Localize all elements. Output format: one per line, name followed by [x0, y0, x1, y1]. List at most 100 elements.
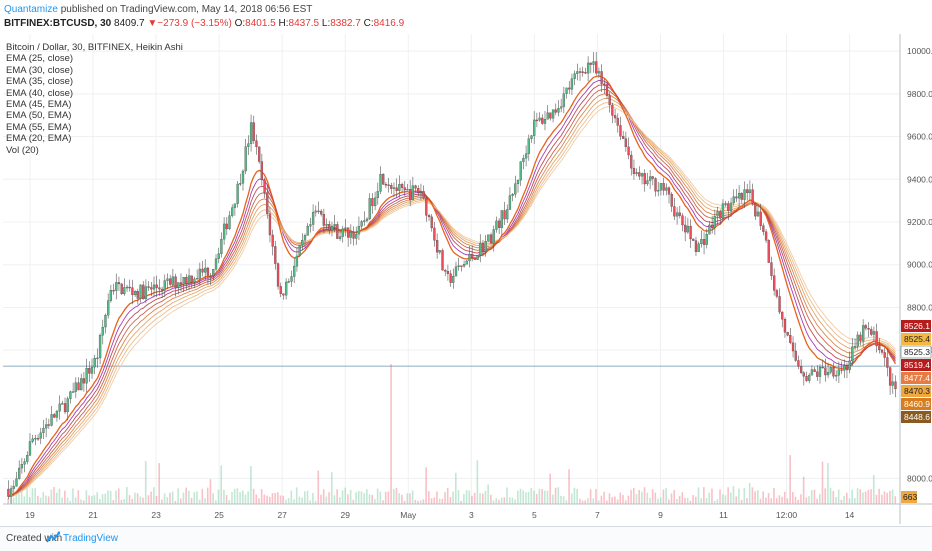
volume-bar	[144, 460, 147, 504]
legend-item-ema-20[interactable]: EMA (20, EMA)	[6, 133, 72, 145]
volume-bar	[325, 496, 328, 504]
volume-bar	[835, 496, 837, 504]
volume-bar	[244, 494, 247, 504]
volume-bar	[856, 488, 859, 504]
legend-item-ema-35[interactable]: EMA (35, close)	[6, 76, 74, 88]
volume-bar	[252, 488, 255, 504]
legend-item-ema-25[interactable]: EMA (25, close)	[6, 53, 74, 65]
volume-bar	[560, 495, 562, 504]
volume-bar	[93, 495, 96, 504]
volume-bar	[837, 489, 840, 504]
candle-body	[506, 209, 509, 220]
candle-body	[770, 262, 773, 276]
candle-body	[468, 253, 471, 262]
candle-body	[853, 346, 857, 348]
volume-bar	[236, 488, 239, 504]
candle-body	[98, 335, 102, 359]
legend-item-ema-50[interactable]: EMA (50, EMA)	[6, 110, 72, 122]
volume-bar	[109, 490, 112, 504]
symbol-label[interactable]: BITFINEX:BTCUSD, 30	[4, 18, 112, 29]
volume-bar	[454, 472, 457, 504]
volume-bar	[832, 490, 835, 504]
volume-bar	[131, 498, 134, 504]
candle-body	[330, 225, 334, 231]
volume-bar	[403, 500, 406, 504]
candle-body	[462, 264, 466, 267]
legend-item-main[interactable]: Bitcoin / Dollar, 30, BITFINEX, Heikin A…	[6, 42, 183, 53]
candle-body	[632, 167, 636, 174]
legend-item-ema-30[interactable]: EMA (30, close)	[6, 64, 74, 76]
candle-body	[837, 369, 841, 376]
candle-body	[85, 368, 88, 384]
volume-bar	[484, 490, 487, 504]
candle-body	[314, 210, 317, 213]
ema-line	[8, 93, 896, 497]
volume-bar	[336, 489, 338, 504]
candle-body	[109, 289, 113, 301]
candle-body	[519, 161, 522, 181]
volume-bar	[883, 491, 886, 504]
candle-body	[541, 117, 544, 124]
volume-bar	[7, 498, 10, 504]
candle-body	[117, 282, 121, 285]
legend-item-ema-40[interactable]: EMA (40, close)	[6, 87, 74, 99]
price-chart[interactable]: 10000.0 9800.0 9600.0 9400.0 9200.0 9000.0 880…	[0, 32, 932, 526]
volume-bar	[42, 492, 45, 504]
candle-body	[460, 265, 463, 267]
volume-bar	[649, 497, 651, 504]
volume-bar	[498, 499, 500, 504]
volume-bar	[819, 494, 821, 504]
legend-item-volume[interactable]: Vol (20)	[6, 144, 39, 156]
volume-bar	[614, 496, 616, 504]
volume-bar	[379, 491, 382, 504]
candle-body	[417, 188, 420, 193]
candle-body	[640, 173, 644, 177]
volume-bar	[409, 493, 411, 504]
ema-line	[8, 106, 896, 497]
volume-bar	[711, 488, 713, 504]
volume-bar	[829, 487, 832, 504]
volume-bar	[401, 494, 403, 504]
candle-body	[484, 241, 487, 253]
candle-body	[228, 215, 231, 230]
ema-line	[8, 75, 897, 498]
candle-body	[427, 215, 431, 218]
candle-body	[805, 376, 808, 381]
candle-body	[624, 138, 628, 148]
volume-bar	[387, 491, 390, 504]
volume-bar	[263, 494, 266, 504]
x-tick-label: 11	[719, 510, 728, 520]
y-tick-label: 8800.0	[907, 302, 932, 312]
author-link[interactable]: Quantamize	[4, 4, 58, 15]
volume-bar	[759, 498, 762, 504]
candle-body	[93, 357, 96, 368]
x-tick-label: 21	[88, 510, 98, 520]
legend-item-ema-55[interactable]: EMA (55, EMA)	[6, 121, 72, 133]
candle-body	[392, 187, 396, 189]
candle-body	[503, 210, 506, 220]
candle-body	[309, 224, 312, 227]
volume-bar	[638, 489, 640, 504]
legend-item-ema-45[interactable]: EMA (45, EMA)	[6, 99, 72, 111]
candle-body	[686, 225, 690, 233]
volume-bar	[395, 487, 398, 504]
candle-body	[128, 286, 131, 289]
volume-bar	[751, 487, 754, 504]
candle-body	[139, 284, 142, 299]
volume-bar	[665, 488, 667, 504]
volume-bar	[603, 491, 605, 504]
candle-body	[222, 223, 226, 240]
tradingview-brand[interactable]: TradingView	[63, 533, 119, 544]
candle-body	[471, 253, 474, 258]
time-axis[interactable]: 19 21 23 25 27 29 May 3 5 7 9 11 12:00 14	[25, 510, 854, 520]
candle-body	[133, 291, 137, 296]
volume-bar	[781, 496, 783, 504]
candle-body	[177, 282, 180, 288]
volume-bar	[72, 488, 74, 504]
candle-body	[45, 424, 48, 429]
candle-body	[301, 240, 304, 246]
candle-body	[363, 220, 366, 222]
candle-body	[465, 260, 468, 265]
candle-body	[355, 233, 358, 239]
candle-body	[648, 176, 652, 181]
